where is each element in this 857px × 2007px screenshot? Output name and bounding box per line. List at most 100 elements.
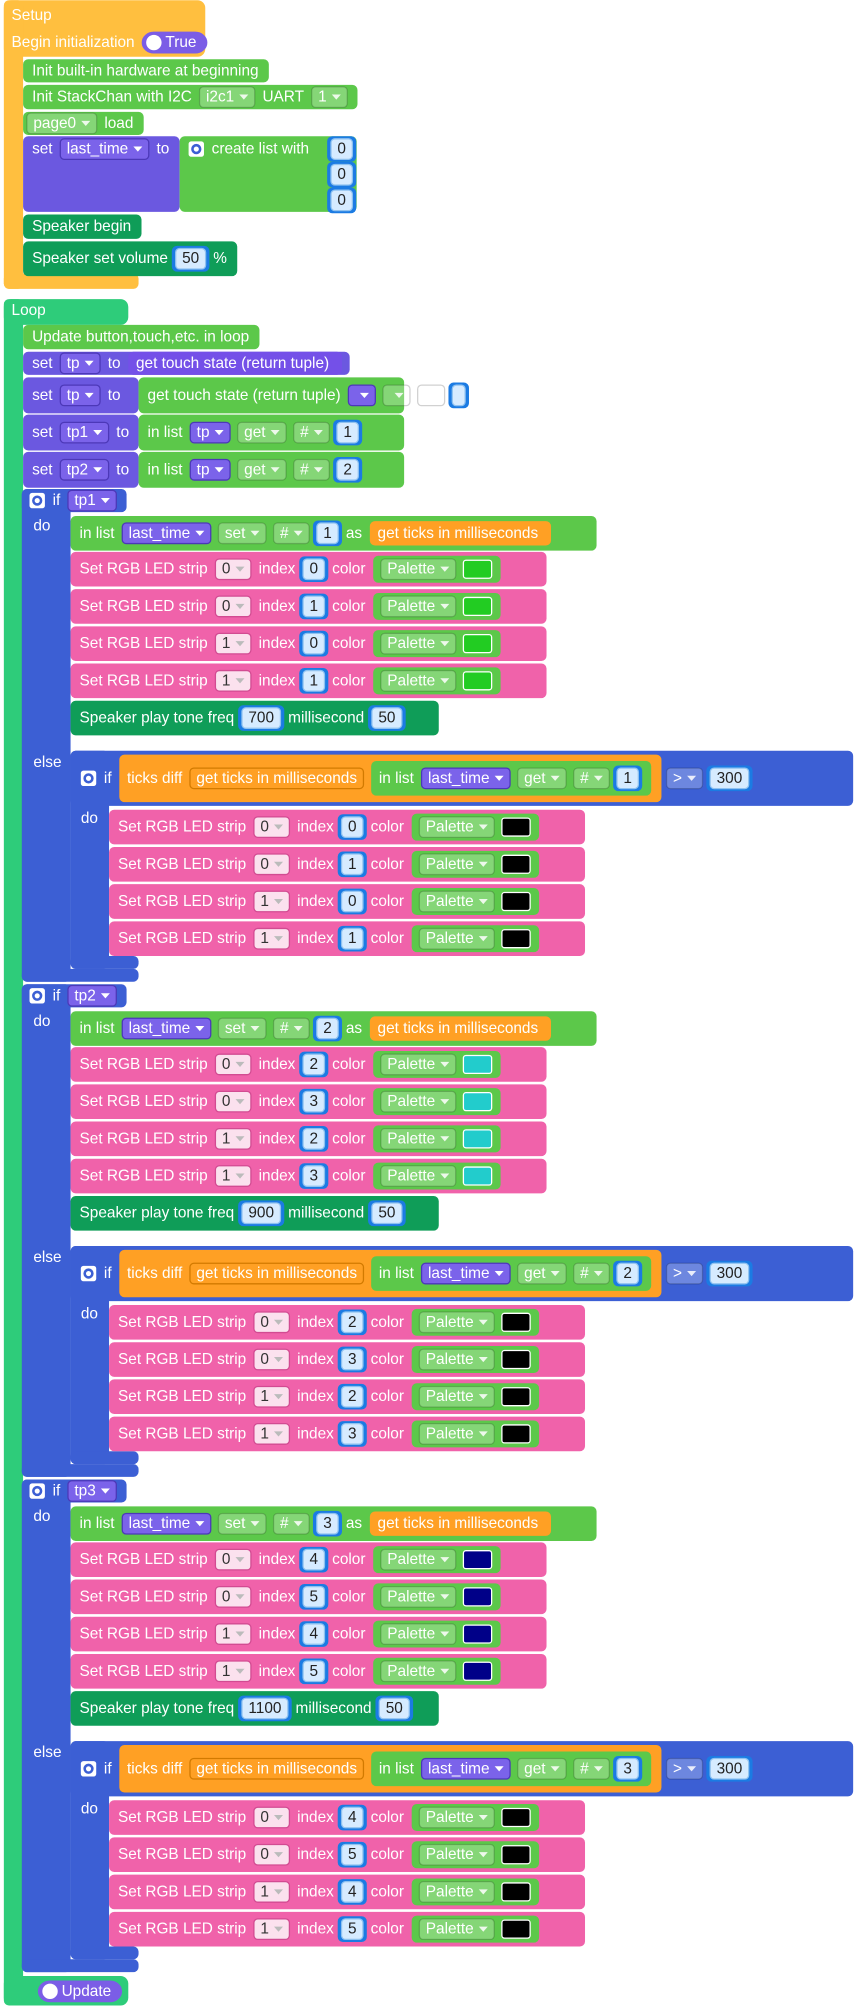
variable-box[interactable] bbox=[59, 421, 110, 444]
color-swatch[interactable] bbox=[501, 854, 531, 874]
number-field-box[interactable] bbox=[340, 890, 364, 913]
dropdown-box[interactable] bbox=[214, 1053, 252, 1076]
dropdown-box[interactable] bbox=[311, 86, 348, 109]
dropdown-box[interactable] bbox=[380, 1090, 457, 1113]
dropdown-box[interactable] bbox=[418, 1348, 495, 1371]
dropdown-box[interactable] bbox=[214, 632, 252, 655]
number-field-box[interactable] bbox=[371, 707, 403, 729]
dropdown-box[interactable] bbox=[253, 1806, 291, 1829]
number-field-box[interactable] bbox=[709, 767, 750, 790]
dropdown-box[interactable] bbox=[217, 1017, 267, 1040]
dropdown-box[interactable] bbox=[214, 1090, 252, 1113]
variable-box[interactable] bbox=[67, 984, 117, 1007]
color-swatch[interactable] bbox=[462, 1054, 493, 1075]
dropdown-box[interactable] bbox=[380, 1548, 457, 1571]
dropdown-box[interactable] bbox=[380, 1127, 457, 1150]
number-field-box[interactable] bbox=[340, 816, 364, 839]
variable-box[interactable] bbox=[121, 1017, 212, 1040]
number-field-box[interactable] bbox=[340, 1881, 364, 1903]
dropdown-box[interactable] bbox=[253, 890, 291, 913]
orange-block-box[interactable] bbox=[189, 1262, 365, 1285]
variable-box[interactable] bbox=[59, 384, 101, 407]
number-field-box[interactable] bbox=[241, 1697, 289, 1720]
number-field-box[interactable] bbox=[340, 1348, 364, 1371]
variable-box[interactable] bbox=[420, 1262, 511, 1285]
dropdown-box[interactable] bbox=[253, 1348, 291, 1371]
dropdown-box[interactable] bbox=[382, 384, 411, 407]
dropdown-box[interactable] bbox=[253, 816, 291, 839]
number-field-box[interactable] bbox=[616, 767, 639, 790]
dropdown-box[interactable] bbox=[380, 595, 457, 618]
number-field-box[interactable] bbox=[302, 1127, 326, 1150]
variable-box[interactable] bbox=[420, 767, 511, 790]
dropdown-box[interactable] bbox=[380, 669, 457, 692]
number-field-box[interactable] bbox=[616, 1757, 639, 1780]
dropdown-box[interactable] bbox=[380, 558, 457, 581]
dropdown-box[interactable] bbox=[214, 669, 252, 692]
dropdown-box[interactable] bbox=[214, 558, 252, 581]
number-field-box[interactable] bbox=[241, 1202, 282, 1225]
variable-box[interactable] bbox=[59, 352, 101, 375]
number-field-box[interactable] bbox=[302, 1165, 326, 1187]
dropdown-box[interactable] bbox=[418, 890, 495, 913]
number-field-box[interactable] bbox=[340, 1918, 364, 1941]
dropdown-box[interactable] bbox=[237, 458, 287, 481]
dropdown-box[interactable] bbox=[214, 1660, 252, 1683]
dropdown-box[interactable] bbox=[253, 1881, 291, 1903]
dropdown-box[interactable] bbox=[418, 1806, 495, 1829]
dropdown-box[interactable] bbox=[517, 1757, 567, 1780]
dropdown-box[interactable] bbox=[198, 86, 256, 109]
number-field-box[interactable] bbox=[302, 1623, 326, 1645]
number-field-box[interactable] bbox=[302, 1585, 326, 1608]
color-swatch[interactable] bbox=[462, 1092, 493, 1112]
number-field-box[interactable] bbox=[336, 458, 359, 481]
number-field-box[interactable] bbox=[241, 707, 282, 729]
dropdown-box[interactable] bbox=[214, 595, 252, 618]
number-field-box[interactable] bbox=[340, 1843, 364, 1866]
dropdown-box[interactable] bbox=[293, 458, 330, 481]
dropdown-box[interactable] bbox=[573, 1757, 610, 1780]
variable-box[interactable] bbox=[189, 458, 231, 481]
dropdown-box[interactable] bbox=[417, 384, 446, 407]
number-field-box[interactable] bbox=[302, 595, 326, 618]
number-field-box[interactable] bbox=[302, 1660, 326, 1683]
color-swatch[interactable] bbox=[501, 1349, 531, 1370]
dropdown-box[interactable] bbox=[253, 853, 291, 876]
dropdown-box[interactable] bbox=[214, 1548, 252, 1571]
dropdown-box[interactable] bbox=[253, 1918, 291, 1941]
color-swatch[interactable] bbox=[501, 929, 531, 949]
dropdown-box[interactable] bbox=[214, 1585, 252, 1608]
dropdown-box[interactable] bbox=[418, 1918, 495, 1941]
dropdown-box[interactable] bbox=[418, 853, 495, 876]
color-swatch[interactable] bbox=[462, 596, 493, 617]
dropdown-box[interactable] bbox=[217, 522, 267, 545]
number-field-box[interactable] bbox=[302, 632, 326, 655]
dropdown-box[interactable] bbox=[380, 1585, 457, 1608]
color-swatch[interactable] bbox=[462, 1550, 493, 1570]
color-swatch[interactable] bbox=[462, 1661, 493, 1681]
variable-box[interactable] bbox=[189, 421, 231, 444]
color-swatch[interactable] bbox=[462, 559, 493, 579]
dropdown-box[interactable] bbox=[272, 1512, 310, 1535]
color-swatch[interactable] bbox=[501, 1807, 531, 1828]
number-field-box[interactable] bbox=[340, 927, 364, 950]
dropdown-box[interactable] bbox=[253, 927, 291, 950]
dropdown-box[interactable] bbox=[253, 1843, 291, 1866]
color-swatch[interactable] bbox=[462, 1129, 493, 1149]
dropdown-box[interactable] bbox=[418, 816, 495, 839]
number-field-box[interactable] bbox=[302, 669, 326, 692]
variable-box[interactable] bbox=[121, 1512, 212, 1535]
number-field-box[interactable] bbox=[336, 421, 359, 444]
color-swatch[interactable] bbox=[462, 634, 493, 654]
color-swatch[interactable] bbox=[501, 817, 531, 837]
dropdown-box[interactable] bbox=[418, 1423, 495, 1445]
dropdown-box[interactable] bbox=[214, 1623, 252, 1645]
number-field-box[interactable] bbox=[316, 1017, 339, 1040]
orange-block-box[interactable] bbox=[189, 1757, 365, 1780]
number-field-box[interactable] bbox=[330, 163, 354, 186]
number-field-box[interactable] bbox=[340, 1806, 364, 1829]
number-field-box[interactable] bbox=[709, 1757, 750, 1780]
number-field-box[interactable] bbox=[340, 1423, 364, 1445]
variable-box[interactable] bbox=[420, 1757, 511, 1780]
dropdown-box[interactable] bbox=[380, 1165, 457, 1187]
